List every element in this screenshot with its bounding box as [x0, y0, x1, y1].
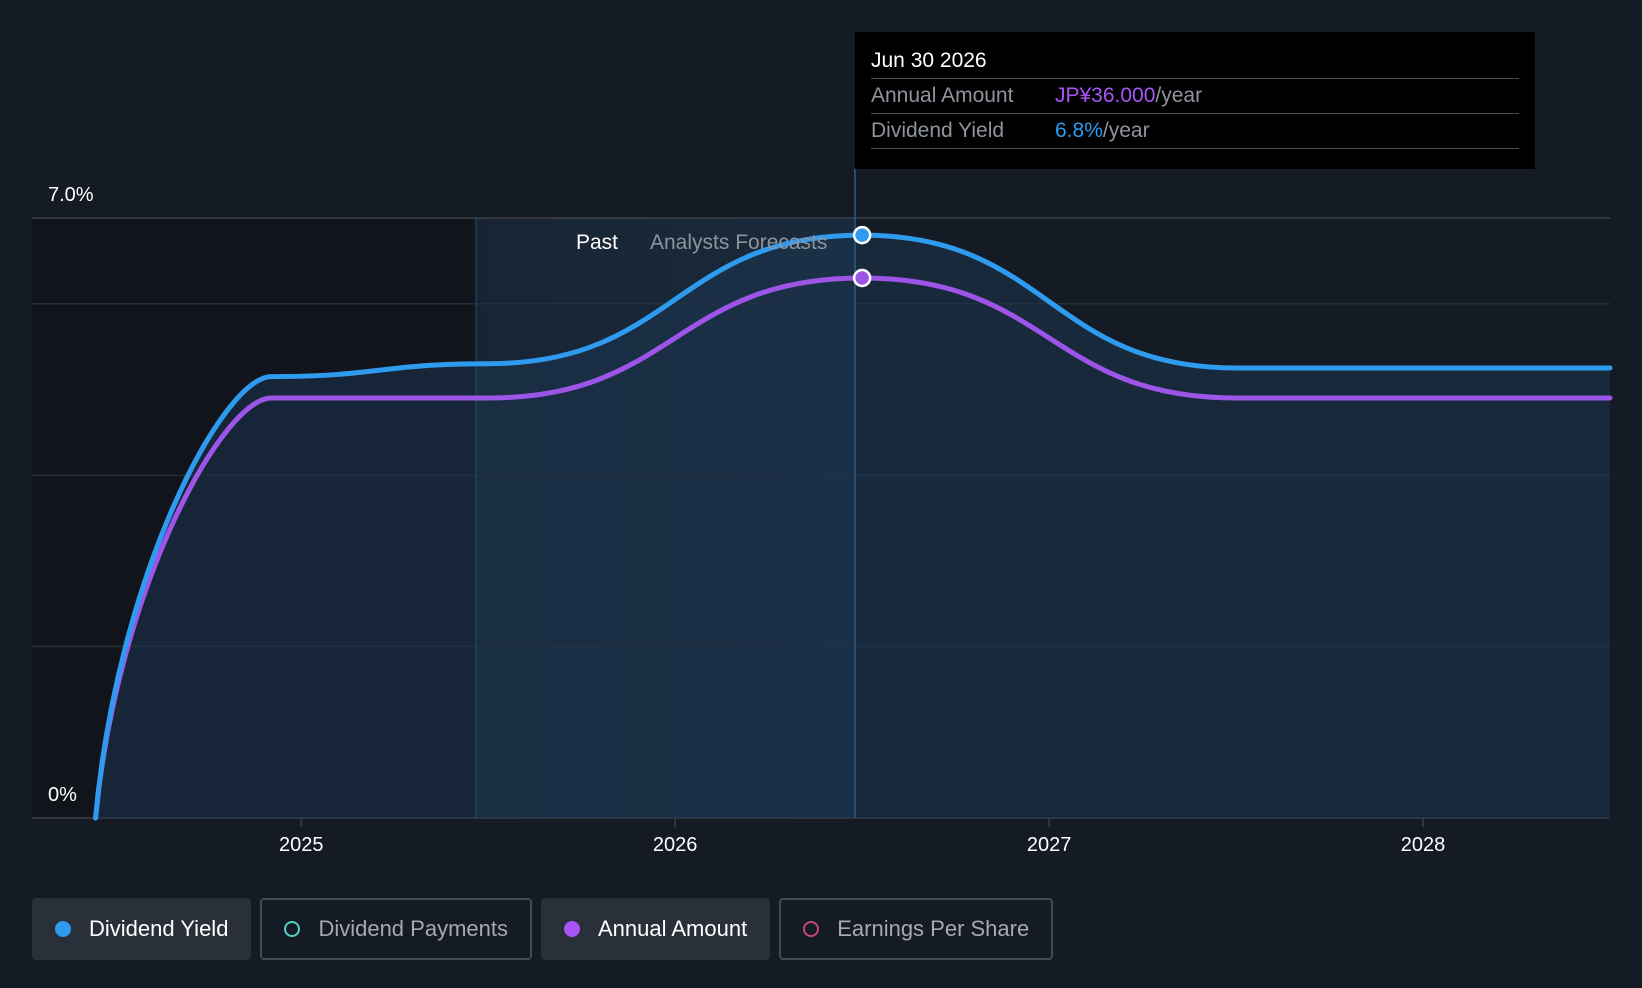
dividend-yield-dot-icon: [55, 921, 71, 937]
x-axis-ticks: 2025 2026 2027 2028: [279, 818, 1445, 856]
tooltip-dividend-yield-value: 6.8%: [1055, 119, 1103, 142]
tooltip-dividend-yield-row: Dividend Yield 6.8%/year: [871, 113, 1519, 149]
dividend-yield-marker: [852, 225, 872, 245]
legend-earnings-per-share-button[interactable]: Earnings Per Share: [779, 898, 1054, 960]
earnings-per-share-ring-icon: [803, 921, 820, 937]
y-axis-bottom-label: 0%: [48, 784, 77, 806]
annual-amount-marker: [852, 268, 872, 288]
dividend-yield-area: [95, 235, 1610, 819]
tooltip-annual-amount-row: Annual Amount JP¥36.000/year: [871, 78, 1519, 113]
legend-dividend-yield-label: Dividend Yield: [89, 916, 229, 941]
x-tick-label: 2026: [653, 834, 698, 856]
legend-dividend-payments-button[interactable]: Dividend Payments: [260, 898, 532, 960]
past-label: Past: [576, 231, 618, 254]
tooltip-dividend-yield-label: Dividend Yield: [871, 119, 1005, 142]
legend-dividend-yield-button[interactable]: Dividend Yield: [32, 898, 252, 960]
annual-amount-line: [93, 275, 1613, 821]
legend-earnings-per-share-label: Earnings Per Share: [837, 916, 1030, 941]
tooltip-annual-amount-unit: /year: [1155, 84, 1203, 107]
legend-annual-amount-button[interactable]: Annual Amount: [540, 898, 771, 960]
tooltip: Jun 30 2026 Annual Amount JP¥36.000/year…: [855, 32, 1535, 169]
x-tick-label: 2028: [1401, 834, 1446, 856]
tooltip-annual-amount-value: JP¥36.000: [1055, 84, 1156, 107]
tooltip-dividend-yield-unit: /year: [1102, 119, 1150, 142]
legend-dividend-payments-label: Dividend Payments: [318, 916, 508, 941]
x-tick-label: 2027: [1027, 834, 1072, 856]
x-tick-label: 2025: [279, 834, 324, 856]
tooltip-annual-amount-label: Annual Amount: [871, 84, 1014, 107]
tooltip-date: Jun 30 2026: [871, 49, 987, 72]
forecast-label: Analysts Forecasts: [650, 231, 827, 254]
dividend-payments-ring-icon: [284, 921, 301, 937]
annual-amount-dot-icon: [563, 921, 580, 937]
dividend-yield-line: [93, 232, 1613, 821]
legend-annual-amount-label: Annual Amount: [597, 916, 748, 941]
legend: Dividend Yield Dividend Payments Annual …: [32, 898, 1062, 960]
y-axis-top-label: 7.0%: [48, 184, 94, 206]
